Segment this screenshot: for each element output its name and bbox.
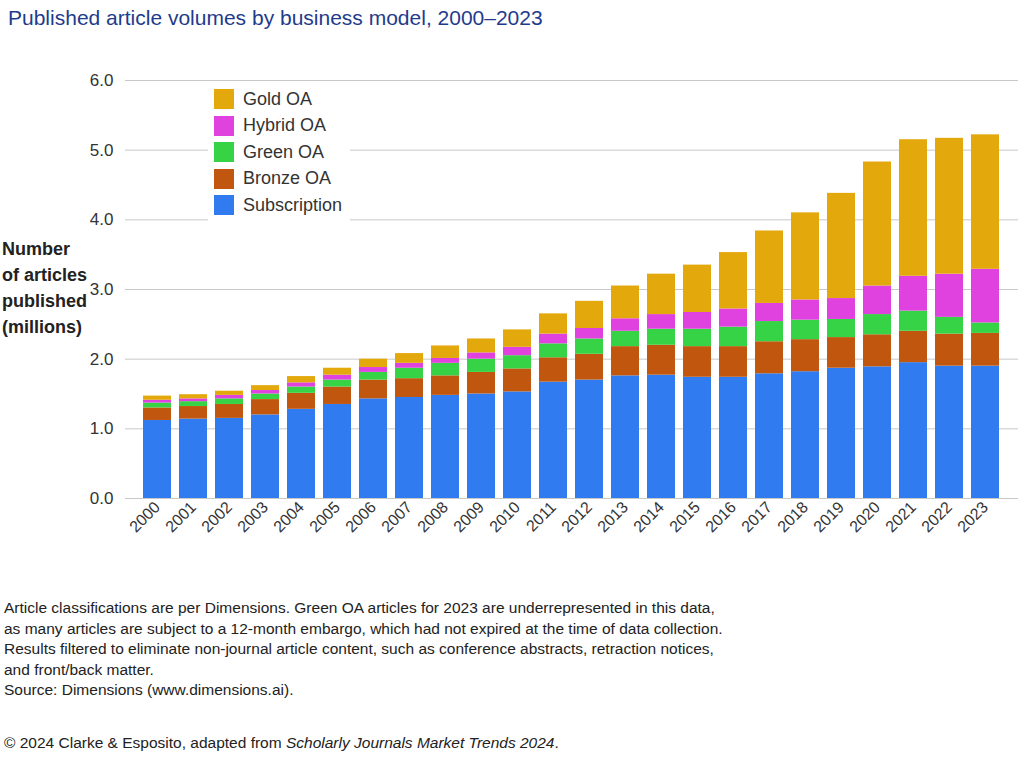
svg-text:2002: 2002 [198, 498, 235, 535]
svg-text:2018: 2018 [774, 498, 811, 535]
svg-text:2015: 2015 [666, 498, 703, 535]
svg-text:2008: 2008 [414, 498, 451, 535]
svg-text:5.0: 5.0 [90, 141, 114, 160]
html-text:Subscription: Subscription [243, 194, 343, 215]
html-text:Bronze OA: Bronze OA [243, 168, 331, 189]
html-text:Hybrid OA: Hybrid OA [243, 115, 326, 136]
svg-text:2021: 2021 [882, 498, 919, 535]
svg-text:2017: 2017 [738, 498, 775, 535]
svg-text:2012: 2012 [558, 498, 595, 535]
svg-text:2004: 2004 [270, 498, 307, 535]
svg-text:2020: 2020 [846, 498, 883, 535]
html-text:Number: Number [2, 239, 70, 259]
html-text:Gold OA: Gold OA [243, 88, 312, 109]
svg-text:3.0: 3.0 [90, 280, 114, 299]
html-text:Source: Dimensions (www.dimens: Source: Dimensions (www.dimensions.ai). [4, 681, 294, 698]
html-text:published: published [2, 291, 87, 311]
html-text:Results filtered to eliminate: Results filtered to eliminate non-journa… [4, 640, 714, 657]
html-text:Article classifications are pe: Article classifications are per Dimensio… [4, 599, 715, 616]
svg-text:2016: 2016 [702, 498, 739, 535]
svg-text:2011: 2011 [523, 498, 559, 534]
html-text:© 2024 Clarke & Esposito, adap: © 2024 Clarke & Esposito, adapted from S… [4, 734, 559, 751]
svg-text:4.0: 4.0 [90, 210, 114, 229]
svg-text:2001: 2001 [162, 498, 199, 535]
html-text:of articles: of articles [2, 265, 87, 285]
svg-text:6.0: 6.0 [90, 71, 114, 90]
svg-text:2023: 2023 [954, 498, 991, 535]
svg-text:2005: 2005 [306, 498, 343, 535]
svg-text:2007: 2007 [378, 498, 415, 535]
svg-text:2013: 2013 [594, 498, 631, 535]
svg-text:1.0: 1.0 [90, 419, 114, 438]
svg-text:2000: 2000 [126, 498, 163, 535]
html-text:and front/back matter.: and front/back matter. [4, 660, 154, 678]
svg-text:2009: 2009 [450, 498, 487, 535]
svg-text:2006: 2006 [342, 498, 379, 535]
svg-text:2022: 2022 [918, 498, 955, 535]
svg-text:2019: 2019 [810, 498, 847, 535]
svg-text:2003: 2003 [234, 498, 271, 535]
svg-text:2010: 2010 [486, 498, 523, 535]
html-text:Green OA: Green OA [243, 141, 324, 162]
html-text:Published article volumes by b: Published article volumes by business mo… [8, 6, 543, 29]
svg-text:2014: 2014 [630, 498, 667, 535]
html-text:(millions): (millions) [2, 317, 82, 337]
html-text:as many articles are subject t: as many articles are subject to a 12-mon… [4, 619, 723, 637]
svg-text:2.0: 2.0 [90, 350, 114, 369]
svg-text:0.0: 0.0 [90, 489, 114, 508]
